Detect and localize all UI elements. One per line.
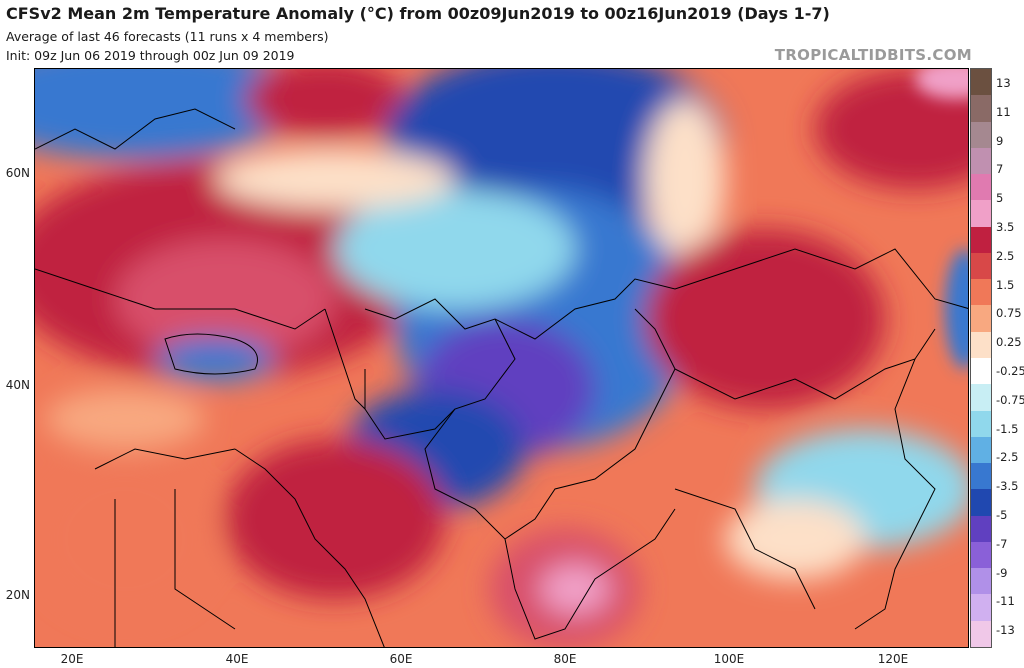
colorbar-segment [971,95,991,123]
lat-label-60n: 60N [5,166,30,180]
colorbar-segment [971,489,991,517]
colorbar-label: 0.25 [996,335,1022,350]
colorbar-label: -1.5 [996,421,1019,436]
lat-label-40n: 40N [5,378,30,392]
warm-anomaly-middle-east [225,439,445,599]
colorbar-label: 13 [996,76,1011,90]
map-subtitle-init: Init: 09z Jun 06 2019 through 00z Jun 09… [6,48,295,63]
colorbar-segment [971,305,991,333]
colorbar-label: 5 [996,191,1004,206]
colorbar-segment [971,620,991,648]
colorbar-label: -0.75 [996,392,1024,407]
colorbar-segment [971,594,991,622]
lon-label-120e: 120E [877,652,909,666]
colorbar-label: 7 [996,162,1004,177]
cool-anomaly-scandinavia [35,69,305,159]
colorbar-segment [971,410,991,438]
colorbar-label: -3.5 [996,479,1019,494]
colorbar-segment [971,541,991,569]
map-subtitle-forecasts: Average of last 46 forecasts (11 runs x … [6,29,329,44]
colorbar-segment [971,331,991,359]
lat-label-20n: 20N [5,588,30,602]
lon-label-20e: 20E [60,652,84,666]
colorbar-label: -2.5 [996,450,1019,465]
colorbar-label: 0.75 [996,306,1022,321]
colorbar-segment [971,121,991,149]
lon-label-60e: 60E [389,652,413,666]
lon-label-100e: 100E [713,652,745,666]
colorbar-label: 2.5 [996,248,1015,263]
anomaly-map [34,68,969,648]
cool-anomaly-siberia [385,69,725,229]
colorbar-label: -9 [996,565,1008,580]
colorbar-segment [971,515,991,543]
colorbar-segment [971,147,991,175]
colorbar-label: -5 [996,508,1008,522]
colorbar-label: 3.5 [996,220,1015,234]
lon-label-40e: 40E [225,652,249,666]
colorbar-segment [971,384,991,412]
colorbar-label: -0.25 [996,364,1024,378]
colorbar-segment [971,358,991,385]
colorbar-label: 11 [996,104,1011,119]
lon-label-80e: 80E [553,652,577,666]
colorbar-label: -11 [996,594,1015,609]
colorbar-segment [971,436,991,464]
colorbar-segment [971,463,991,490]
warm-anomaly-mongolia [645,229,885,409]
colorbar-segment [971,200,991,228]
cool-anomaly-black-sea [155,337,275,381]
colorbar-segment [971,568,991,595]
colorbar-segment [971,252,991,280]
anomaly-field [35,69,968,647]
country-borders [35,108,968,647]
colorbar-label: 9 [996,133,1004,148]
colorbar-segment [971,226,991,254]
colorbar-segment [971,279,991,306]
colorbar-label: -13 [996,623,1015,638]
colorbar-segment [971,69,991,96]
colorbar-label: -7 [996,536,1008,551]
brand-watermark: TROPICALTIDBITS.COM [774,46,972,64]
colorbar-segment [971,174,991,201]
colorbar-label: 1.5 [996,277,1015,292]
colorbar [970,68,992,648]
map-title: CFSv2 Mean 2m Temperature Anomaly (°C) f… [6,4,830,23]
